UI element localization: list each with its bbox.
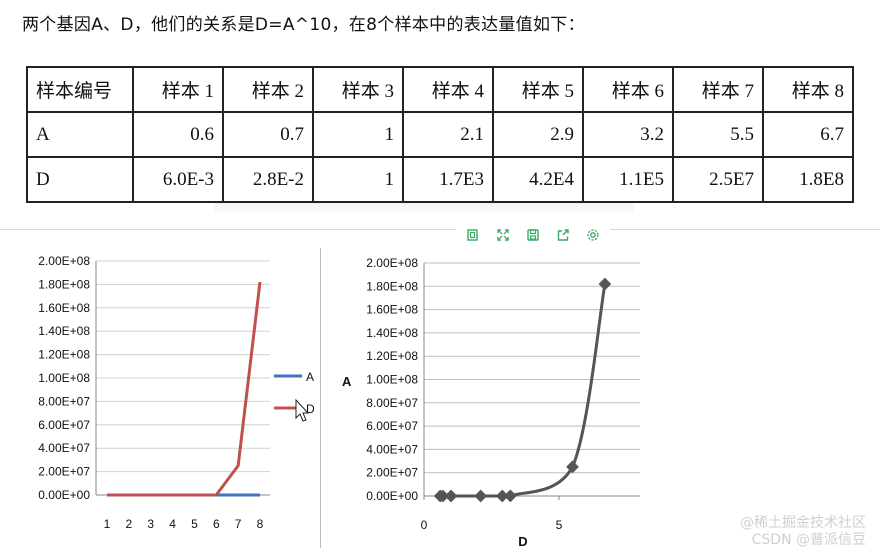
divider <box>0 229 880 230</box>
x-tick-label: 4 <box>169 517 176 531</box>
expression-table: 样本编号 样本 1 样本 2 样本 3 样本 4 样本 5 样本 6 样本 7 … <box>26 66 854 203</box>
y-tick-label: 2.00E+07 <box>366 466 418 480</box>
table-cell: 2.9 <box>492 111 584 158</box>
table-header-cell: 样本编号 <box>26 66 134 113</box>
y-tick-label: 1.00E+08 <box>38 371 90 385</box>
y-tick-label: 6.00E+07 <box>366 419 418 433</box>
y-tick-label: 0.00E+00 <box>38 488 90 502</box>
y-tick-label: 1.80E+08 <box>38 277 90 291</box>
y-tick-label: 8.00E+07 <box>38 394 90 408</box>
share-icon <box>557 229 569 241</box>
x-tick-label: 5 <box>556 518 563 532</box>
settings-icon <box>587 229 599 241</box>
image-toolbar <box>456 222 610 248</box>
table-cell: 1.7E3 <box>402 156 494 203</box>
faded-caption-strip <box>214 203 634 213</box>
x-tick-label: 3 <box>147 517 154 531</box>
y-tick-label: 1.20E+08 <box>38 348 90 362</box>
table-cell: 6.0E-3 <box>132 156 224 203</box>
y-tick-label: 0.00E+00 <box>366 489 418 503</box>
x-tick-label: 2 <box>126 517 133 531</box>
y-tick-label: 1.60E+08 <box>366 303 418 317</box>
x-tick-label: 7 <box>235 517 242 531</box>
scatter-trend-line <box>440 283 607 498</box>
save-button[interactable] <box>520 224 546 246</box>
table-header-row: 样本编号 样本 1 样本 2 样本 3 样本 4 样本 5 样本 6 样本 7 … <box>26 66 854 113</box>
x-tick-label: 0 <box>421 518 428 532</box>
table-cell: 1 <box>312 156 404 203</box>
copy-icon <box>467 229 478 241</box>
headline: 两个基因A、D，他们的关系是D=A^10，在8个样本中的表达量值如下： <box>22 15 585 35</box>
table-header-cell: 样本 4 <box>402 66 494 113</box>
table-header-cell: 样本 6 <box>582 66 674 113</box>
table-cell: 0.6 <box>132 111 224 158</box>
legend-label-D: D <box>306 402 315 416</box>
y-tick-label: 6.00E+07 <box>38 418 90 432</box>
fullscreen-icon <box>497 229 509 241</box>
y-tick-label: 2.00E+07 <box>38 465 90 479</box>
watermark-line-2: CSDN @普派信豆 <box>751 532 866 548</box>
y-tick-label: 2.00E+08 <box>38 254 90 268</box>
y-tick-label: 8.00E+07 <box>366 396 418 410</box>
scatter-point <box>436 489 450 503</box>
charts-canvas: 0.00E+00 2.00E+07 4.00E+07 6.00E+07 8.00E+07… <box>38 254 640 549</box>
y-tick-label: 1.80E+08 <box>366 279 418 293</box>
share-button[interactable] <box>550 224 576 246</box>
y-tick-label: 1.00E+08 <box>366 373 418 387</box>
table-row: D 6.0E-3 2.8E-2 1 1.7E3 4.2E4 1.1E5 2.5E… <box>26 156 854 203</box>
table-header-cell: 样本 5 <box>492 66 584 113</box>
y-tick-label: 1.40E+08 <box>366 326 418 340</box>
scatter-point <box>598 277 612 291</box>
table-cell: 2.1 <box>402 111 494 158</box>
copy-button[interactable] <box>460 224 486 246</box>
table-header-cell: 样本 3 <box>312 66 404 113</box>
table-cell: 1.1E5 <box>582 156 674 203</box>
mouse-cursor-icon <box>295 398 310 422</box>
legend-label-A: A <box>306 370 314 384</box>
scatter-point <box>474 489 488 503</box>
table-cell: 2.8E-2 <box>222 156 314 203</box>
y-tick-label: 2.00E+08 <box>366 256 418 270</box>
table-cell: 5.5 <box>672 111 764 158</box>
table-header-cell: 样本 1 <box>132 66 224 113</box>
table-cell: 2.5E7 <box>672 156 764 203</box>
watermark-line-1: @稀土掘金技术社区 <box>740 515 866 531</box>
watermark: @稀土掘金技术社区 CSDN @普派信豆 <box>740 515 866 549</box>
table-cell: D <box>26 156 134 203</box>
y-tick-label: 4.00E+07 <box>38 441 90 455</box>
series-line-D <box>107 281 262 497</box>
settings-button[interactable] <box>580 224 606 246</box>
y-tick-label: 1.20E+08 <box>366 349 418 363</box>
table-header-cell: 样本 2 <box>222 66 314 113</box>
y-axis-title: A <box>342 374 352 389</box>
x-tick-label: 6 <box>213 517 220 531</box>
fullscreen-button[interactable] <box>490 224 516 246</box>
x-tick-label: 8 <box>257 517 264 531</box>
table-cell: A <box>26 111 134 158</box>
y-tick-label: 4.00E+07 <box>366 442 418 456</box>
table-row: A 0.6 0.7 1 2.1 2.9 3.2 5.5 6.7 <box>26 111 854 158</box>
chart-separator <box>320 248 321 548</box>
scatter-point <box>504 489 517 503</box>
table-cell: 4.2E4 <box>492 156 584 203</box>
table-cell: 3.2 <box>582 111 674 158</box>
x-tick-label: 1 <box>104 517 111 531</box>
table-cell: 1 <box>312 111 404 158</box>
table-header-cell: 样本 8 <box>762 66 854 113</box>
x-axis-title: D <box>518 534 527 549</box>
x-tick-label: 5 <box>191 517 198 531</box>
y-tick-label: 1.60E+08 <box>38 301 90 315</box>
table-cell: 1.8E8 <box>762 156 854 203</box>
table-cell: 6.7 <box>762 111 854 158</box>
save-icon <box>527 229 539 241</box>
table-cell: 0.7 <box>222 111 314 158</box>
y-tick-label: 1.40E+08 <box>38 324 90 338</box>
scatter-point <box>444 489 458 503</box>
table-header-cell: 样本 7 <box>672 66 764 113</box>
